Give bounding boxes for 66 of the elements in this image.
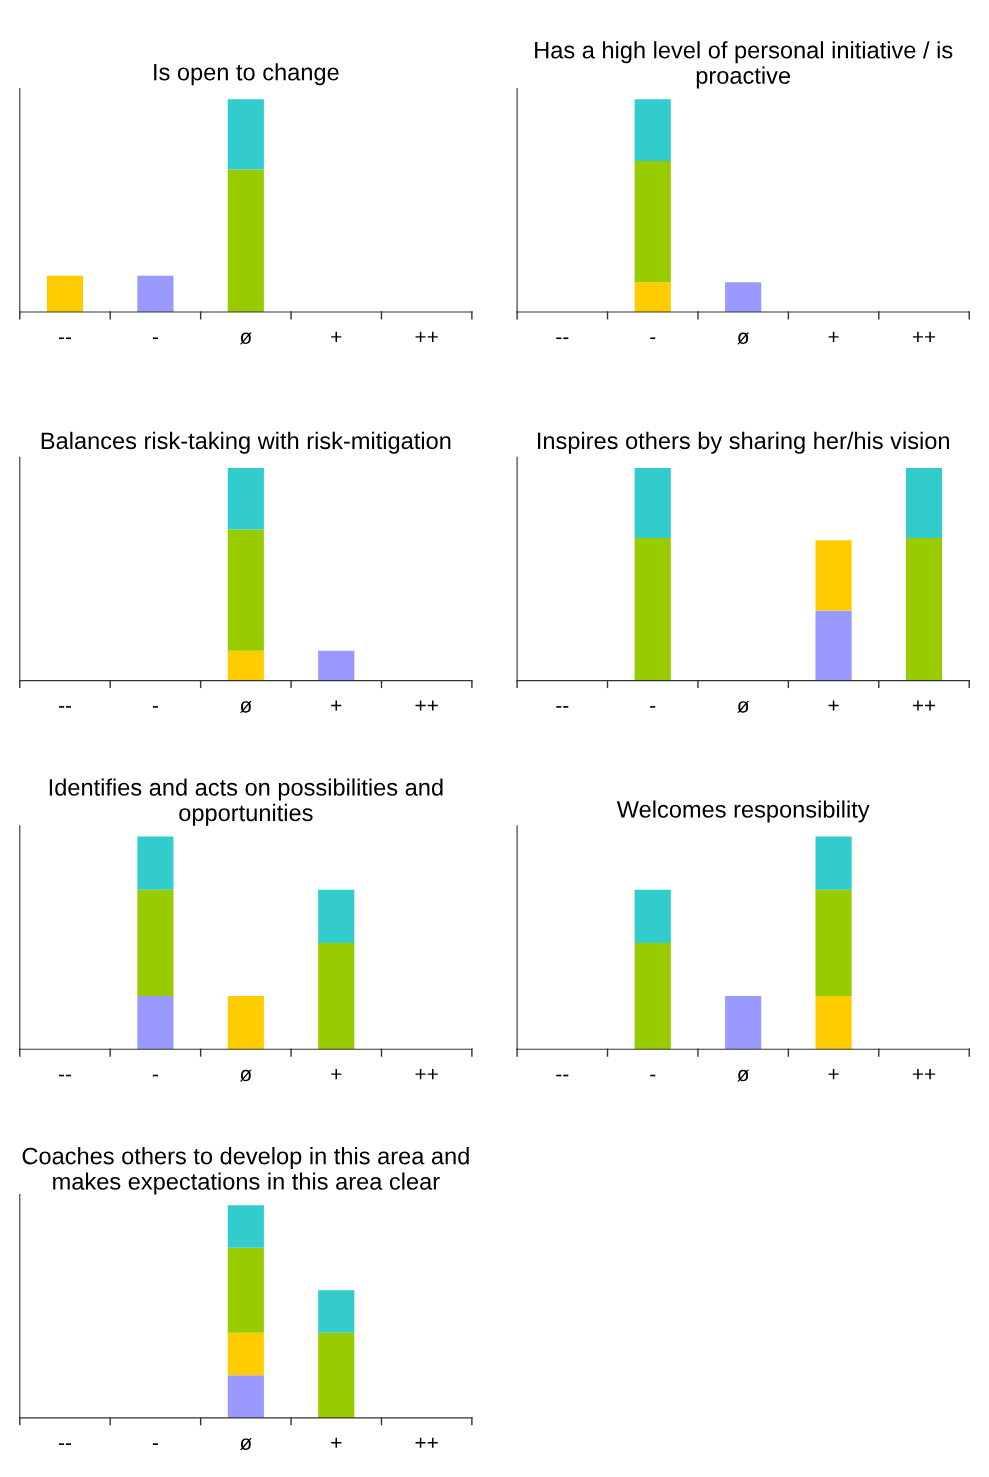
bar [905, 538, 943, 681]
x-tick-label: - [152, 1074, 158, 1077]
chart-title: Identifies and acts on possibilities and opportunities [49, 778, 443, 826]
bar [137, 996, 174, 1050]
bar [634, 889, 671, 943]
x-tick-label: -- [556, 1074, 569, 1077]
x-tick-label: + [331, 1437, 342, 1448]
x-tick-label: + [331, 700, 342, 711]
bar [227, 996, 264, 1050]
x-tick-label: ++ [912, 331, 936, 342]
bar [634, 942, 671, 1050]
bar [137, 836, 174, 890]
bar [634, 538, 671, 681]
bar [318, 1290, 355, 1333]
x-tick-label: ++ [912, 700, 936, 711]
bar [725, 996, 762, 1050]
chart-title: Inspires others by sharing her/his vision [538, 431, 949, 454]
bar [227, 1332, 264, 1376]
bar [318, 1332, 355, 1418]
bar [634, 467, 671, 539]
bar [815, 610, 852, 681]
bar [905, 467, 943, 539]
x-tick-label: -- [58, 706, 71, 708]
x-tick-label: ++ [415, 331, 438, 342]
bar [227, 1375, 264, 1418]
x-tick-label: - [152, 1443, 158, 1445]
chart-title: Balances risk-taking with risk-mitigation [41, 431, 451, 454]
bar [137, 889, 174, 997]
x-tick-label: ø [737, 1069, 750, 1082]
chart-title: Is open to change [154, 63, 339, 86]
x-tick-label: + [828, 331, 839, 342]
bar [318, 942, 355, 1050]
x-tick-label: ø [239, 332, 252, 345]
x-tick-label: ++ [415, 1437, 438, 1448]
chart-title: Has a high level of personal initiative / is proactive [535, 41, 953, 89]
bar [815, 889, 852, 997]
bar [815, 540, 852, 611]
x-tick-label: -- [58, 337, 71, 340]
x-tick-label: ++ [415, 700, 438, 711]
x-tick-label: -- [556, 337, 569, 340]
x-tick-label: -- [58, 1074, 71, 1077]
chart-title: Coaches others to develop in this area and makes expectations in this area clear [22, 1147, 469, 1195]
bar [815, 836, 852, 890]
bar [815, 996, 852, 1050]
x-tick-label: -- [556, 706, 569, 708]
x-tick-label: + [331, 1069, 342, 1080]
bar [227, 1205, 264, 1248]
x-tick-label: + [828, 700, 839, 711]
x-tick-label: - [650, 337, 656, 340]
x-tick-label: - [650, 1074, 656, 1077]
x-tick-label: + [331, 331, 342, 342]
x-tick-label: ø [239, 1438, 252, 1451]
x-tick-label: ++ [912, 1069, 936, 1080]
bar [227, 1247, 264, 1333]
x-tick-label: ø [737, 332, 750, 345]
x-tick-label: + [828, 1069, 839, 1080]
x-tick-label: - [650, 706, 656, 708]
x-tick-label: ++ [415, 1069, 438, 1080]
x-tick-label: - [152, 337, 158, 340]
x-tick-label: - [152, 706, 158, 708]
bar [318, 889, 355, 943]
x-tick-label: -- [58, 1443, 71, 1445]
chart-title: Welcomes responsibility [616, 800, 870, 823]
x-tick-label: ø [239, 1069, 252, 1082]
x-tick-label: ø [239, 701, 252, 713]
x-tick-label: ø [737, 701, 750, 713]
